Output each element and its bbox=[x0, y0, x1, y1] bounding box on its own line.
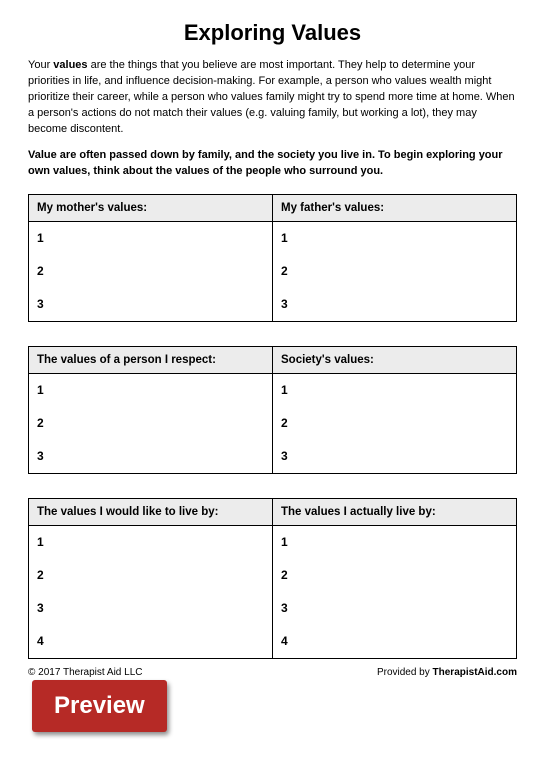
intro-bold: values bbox=[53, 59, 87, 71]
block3-left-col: The values I would like to live by: 1 2 … bbox=[29, 499, 272, 658]
table-row: 3 bbox=[273, 440, 516, 473]
table-row: 3 bbox=[273, 592, 516, 625]
block1-left-header: My mother's values: bbox=[29, 195, 272, 222]
block3-right-col: The values I actually live by: 1 2 3 4 bbox=[272, 499, 516, 658]
lead-paragraph: Value are often passed down by family, a… bbox=[28, 148, 517, 180]
table-row: 1 bbox=[29, 374, 272, 407]
page-title: Exploring Values bbox=[28, 20, 517, 46]
intro-post: are the things that you believe are most… bbox=[28, 59, 515, 135]
footer-provided-by: Provided by TherapistAid.com bbox=[377, 667, 517, 678]
table-row: 2 bbox=[29, 255, 272, 288]
intro-paragraph: Your values are the things that you beli… bbox=[28, 58, 517, 138]
table-row: 2 bbox=[273, 255, 516, 288]
block2-left-header: The values of a person I respect: bbox=[29, 347, 272, 374]
footer-copyright: © 2017 Therapist Aid LLC bbox=[28, 667, 142, 678]
table-row: 3 bbox=[29, 440, 272, 473]
block2-right-col: Society's values: 1 2 3 bbox=[272, 347, 516, 473]
intro-pre: Your bbox=[28, 59, 53, 71]
block1-right-header: My father's values: bbox=[273, 195, 516, 222]
table-row: 4 bbox=[29, 625, 272, 658]
table-row: 1 bbox=[273, 374, 516, 407]
block3-left-header: The values I would like to live by: bbox=[29, 499, 272, 526]
preview-badge: Preview bbox=[32, 680, 167, 732]
table-row: 2 bbox=[273, 559, 516, 592]
table-row: 2 bbox=[273, 407, 516, 440]
table-row: 2 bbox=[29, 559, 272, 592]
block2-right-header: Society's values: bbox=[273, 347, 516, 374]
table-row: 3 bbox=[273, 288, 516, 321]
table-row: 3 bbox=[29, 592, 272, 625]
table-row: 4 bbox=[273, 625, 516, 658]
block1-left-col: My mother's values: 1 2 3 bbox=[29, 195, 272, 321]
values-block-3: The values I would like to live by: 1 2 … bbox=[28, 498, 517, 659]
values-block-2: The values of a person I respect: 1 2 3 … bbox=[28, 346, 517, 474]
block3-right-header: The values I actually live by: bbox=[273, 499, 516, 526]
table-row: 1 bbox=[273, 526, 516, 559]
table-row: 1 bbox=[29, 526, 272, 559]
block2-left-col: The values of a person I respect: 1 2 3 bbox=[29, 347, 272, 473]
table-row: 1 bbox=[273, 222, 516, 255]
table-row: 3 bbox=[29, 288, 272, 321]
table-row: 1 bbox=[29, 222, 272, 255]
block1-right-col: My father's values: 1 2 3 bbox=[272, 195, 516, 321]
footer-right-pre: Provided by bbox=[377, 667, 433, 678]
footer-right-bold: TherapistAid.com bbox=[433, 667, 517, 678]
page-footer: © 2017 Therapist Aid LLC Provided by The… bbox=[28, 667, 517, 678]
table-row: 2 bbox=[29, 407, 272, 440]
values-block-1: My mother's values: 1 2 3 My father's va… bbox=[28, 194, 517, 322]
